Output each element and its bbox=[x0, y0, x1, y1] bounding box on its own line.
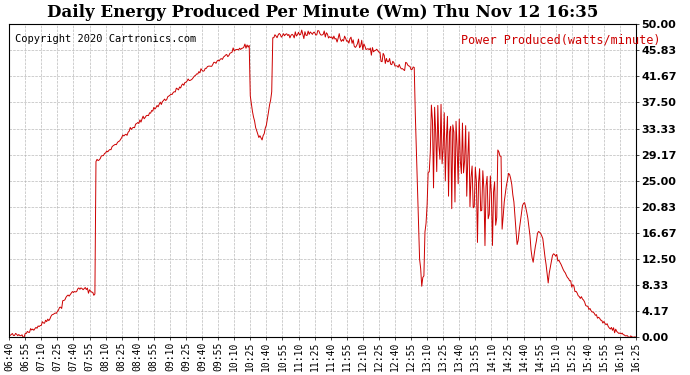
Text: Copyright 2020 Cartronics.com: Copyright 2020 Cartronics.com bbox=[15, 33, 197, 44]
Text: Power Produced(watts/minute): Power Produced(watts/minute) bbox=[460, 33, 660, 46]
Title: Daily Energy Produced Per Minute (Wm) Thu Nov 12 16:35: Daily Energy Produced Per Minute (Wm) Th… bbox=[47, 4, 598, 21]
